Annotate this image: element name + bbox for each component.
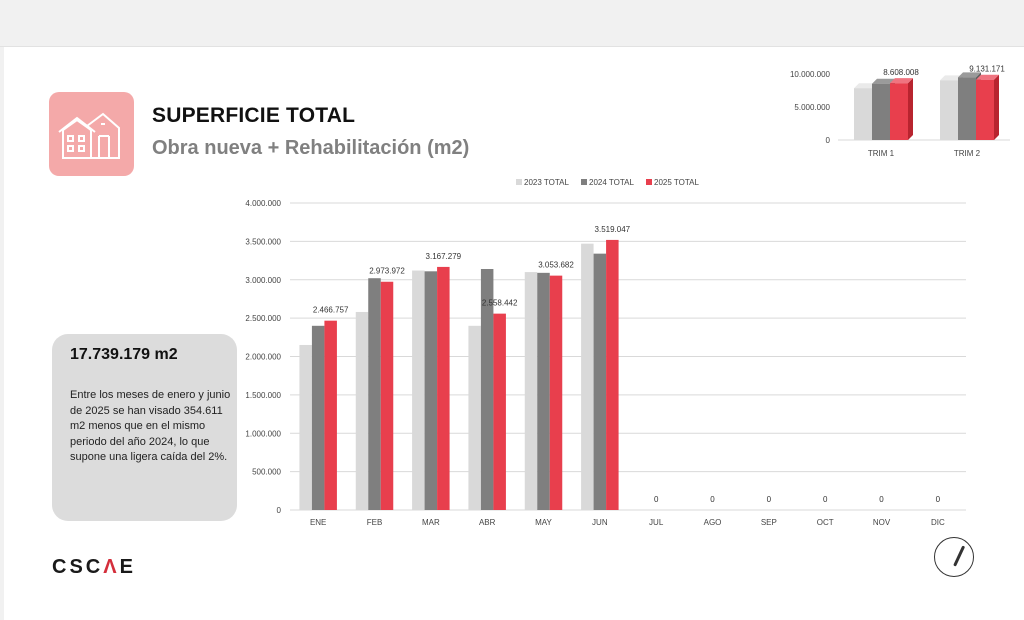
summary-total: 17.739.179 m2 [70, 346, 178, 363]
bar-2025-mar [437, 266, 450, 510]
data-label: 0 [823, 495, 828, 504]
x-tick-label: JUN [592, 518, 608, 527]
data-label: 8.608.008 [883, 68, 919, 77]
house-icon-tile [49, 92, 134, 176]
bar-2025-feb [380, 281, 394, 510]
cscae-logo: CSCΛE [52, 556, 136, 579]
bar-top-2025-0 [890, 78, 913, 84]
y-tick-label: 4.000.000 [245, 199, 281, 208]
bar-2025-trim-1 [890, 83, 908, 140]
data-label: 0 [710, 495, 715, 504]
bar-top-2024-1 [958, 72, 981, 78]
legend-swatch [581, 179, 587, 185]
summary-card: 17.739.179 m2 Entre los meses de enero y… [52, 334, 237, 521]
bar-side-2025-0 [908, 78, 913, 140]
y-tick-label: 5.000.000 [794, 103, 830, 112]
summary-description: Entre los meses de enero y junio de 2025… [70, 389, 231, 463]
house-icon [58, 112, 120, 159]
x-tick-label: DIC [931, 518, 945, 527]
bar-side-2025-1 [994, 74, 999, 140]
x-tick-label: NOV [873, 518, 891, 527]
bar-2024-mar [424, 271, 438, 510]
bar-2025-may [549, 275, 563, 510]
x-tick-label: TRIM 1 [868, 149, 895, 158]
x-tick-label: FEB [367, 518, 383, 527]
page-title: SUPERFICIE TOTAL [152, 104, 356, 127]
bar-top-2023-0 [854, 83, 877, 89]
y-tick-label: 3.500.000 [245, 237, 281, 246]
bar-2024-feb [368, 278, 381, 510]
bar-2023-trim-2 [940, 80, 958, 140]
data-label: 0 [767, 495, 772, 504]
bar-2024-trim-1 [872, 83, 890, 140]
y-tick-label: 1.500.000 [245, 391, 281, 400]
bar-2023-ene [299, 344, 312, 510]
y-tick-label: 2.000.000 [245, 353, 281, 362]
legend-label: 2024 TOTAL [589, 178, 634, 187]
y-tick-label: 0 [826, 136, 831, 145]
x-tick-label: JUL [649, 518, 664, 527]
y-tick-label: 500.000 [252, 468, 281, 477]
y-tick-label: 2.500.000 [245, 314, 281, 323]
page-subtitle: Obra nueva + Rehabilitación (m2) [152, 137, 470, 159]
data-label: 0 [936, 495, 941, 504]
bar-2023-trim-1 [854, 88, 872, 140]
bar-top-2025-1 [976, 74, 999, 80]
legend-swatch [516, 179, 522, 185]
bar-2024-ene [311, 325, 325, 510]
data-label: 3.053.682 [538, 261, 574, 270]
bar-2023-feb [355, 311, 369, 510]
x-tick-label: ABR [479, 518, 496, 527]
data-label: 2.973.972 [369, 267, 405, 276]
top-divider [0, 46, 1024, 47]
logo-text-left: CSC [52, 556, 104, 578]
slide-canvas [4, 47, 1024, 620]
y-tick-label: 3.000.000 [245, 276, 281, 285]
data-label: 3.519.047 [595, 225, 631, 234]
bar-top-2024-0 [872, 78, 895, 84]
x-tick-label: MAY [535, 518, 552, 527]
x-tick-label: OCT [817, 518, 834, 527]
x-tick-label: ENE [310, 518, 326, 527]
bar-top-2023-1 [940, 75, 963, 81]
logo-accent: Λ [103, 556, 120, 578]
data-label: 9.131.171 [969, 65, 1005, 74]
bar-2023-may [524, 272, 538, 510]
legend-swatch [646, 179, 652, 185]
legend-label: 2023 TOTAL [524, 178, 569, 187]
bar-2025-abr [493, 313, 506, 510]
x-tick-label: AGO [704, 518, 722, 527]
data-label: 0 [879, 495, 884, 504]
y-tick-label: 0 [277, 506, 282, 515]
bar-2024-trim-2 [958, 77, 976, 140]
x-tick-label: TRIM 2 [954, 149, 981, 158]
bar-2023-mar [412, 270, 425, 510]
logo-text-right: E [119, 556, 136, 578]
data-label: 3.167.279 [426, 252, 462, 261]
bar-2025-ene [324, 320, 337, 510]
y-tick-label: 10.000.000 [790, 70, 831, 79]
data-label: 0 [654, 495, 659, 504]
bar-2025-trim-2 [976, 79, 994, 140]
gauge-icon[interactable] [934, 537, 974, 577]
y-tick-label: 1.000.000 [245, 429, 281, 438]
bar-2025-jun [606, 239, 619, 510]
bar-2024-abr [480, 269, 494, 510]
bar-2023-jun [581, 243, 594, 511]
bar-2024-may [537, 272, 550, 510]
data-label: 2.558.442 [482, 299, 518, 308]
legend-label: 2025 TOTAL [654, 178, 699, 187]
x-tick-label: SEP [761, 518, 777, 527]
bar-2024-jun [593, 253, 607, 510]
x-tick-label: MAR [422, 518, 440, 527]
data-label: 2.466.757 [313, 306, 349, 315]
bar-2023-abr [468, 325, 481, 510]
